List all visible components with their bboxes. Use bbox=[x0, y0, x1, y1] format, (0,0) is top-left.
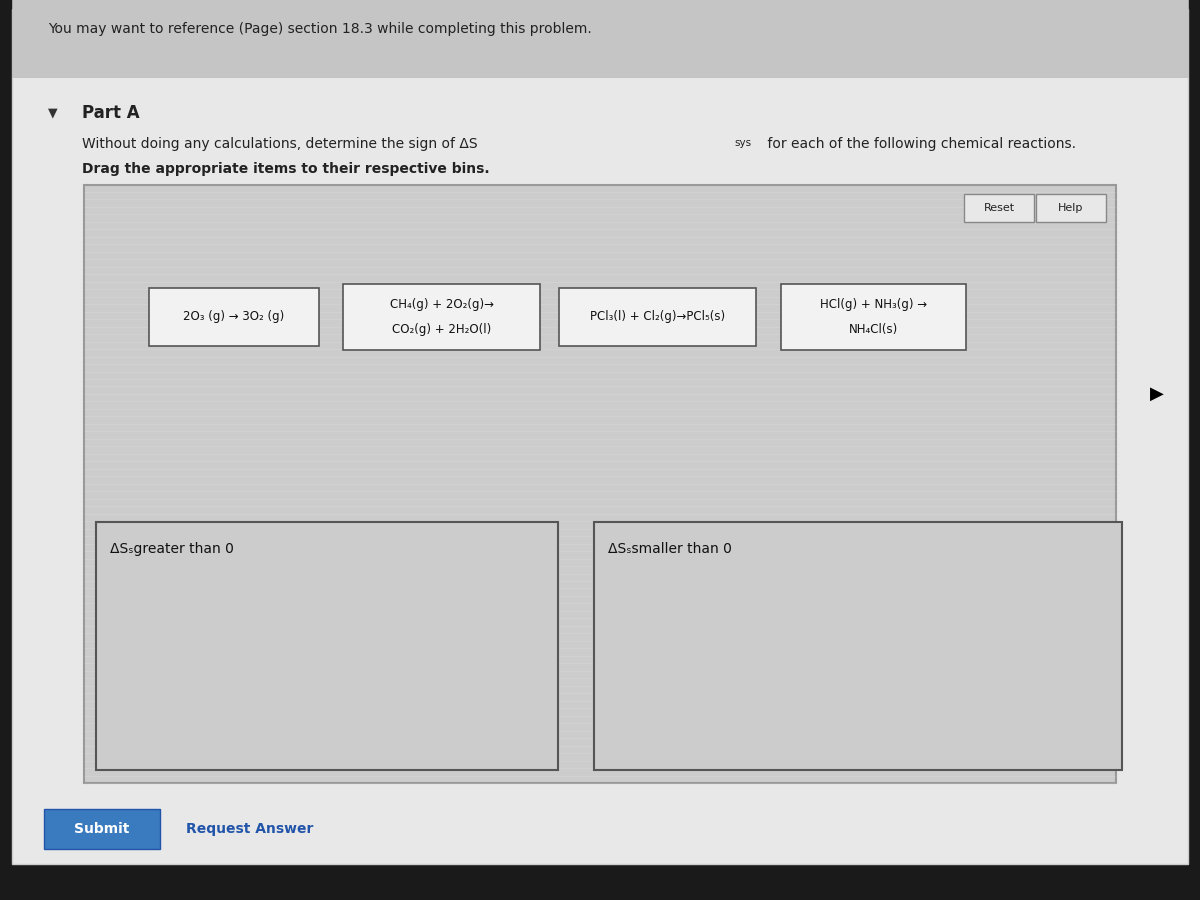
Text: sys: sys bbox=[734, 138, 751, 148]
Text: Help: Help bbox=[1058, 202, 1084, 213]
FancyBboxPatch shape bbox=[964, 194, 1034, 222]
Text: 2O₃ (g) → 3O₂ (g): 2O₃ (g) → 3O₂ (g) bbox=[184, 310, 284, 323]
Text: NH₄Cl(s): NH₄Cl(s) bbox=[848, 323, 899, 336]
Text: ▶: ▶ bbox=[1150, 385, 1164, 403]
Text: CO₂(g) + 2H₂O(l): CO₂(g) + 2H₂O(l) bbox=[392, 323, 491, 336]
FancyBboxPatch shape bbox=[594, 522, 1122, 770]
Text: Submit: Submit bbox=[74, 822, 130, 836]
Text: PCl₃(l) + Cl₂(g)→PCl₅(s): PCl₃(l) + Cl₂(g)→PCl₅(s) bbox=[590, 310, 725, 323]
FancyBboxPatch shape bbox=[343, 284, 540, 350]
Text: Request Answer: Request Answer bbox=[186, 822, 313, 836]
FancyBboxPatch shape bbox=[84, 184, 1116, 783]
Text: HCl(g) + NH₃(g) →: HCl(g) + NH₃(g) → bbox=[820, 298, 928, 310]
Text: ΔSₛsmaller than 0: ΔSₛsmaller than 0 bbox=[608, 542, 732, 556]
Text: CH₄(g) + 2O₂(g)→: CH₄(g) + 2O₂(g)→ bbox=[390, 298, 493, 310]
Text: for each of the following chemical reactions.: for each of the following chemical react… bbox=[763, 137, 1076, 151]
FancyBboxPatch shape bbox=[559, 288, 756, 346]
Text: Drag the appropriate items to their respective bins.: Drag the appropriate items to their resp… bbox=[82, 162, 490, 176]
Text: You may want to reference (Page) section 18.3 while completing this problem.: You may want to reference (Page) section… bbox=[48, 22, 592, 36]
Text: Without doing any calculations, determine the sign of ΔS: Without doing any calculations, determin… bbox=[82, 137, 478, 151]
Text: Reset: Reset bbox=[984, 202, 1014, 213]
FancyBboxPatch shape bbox=[150, 288, 319, 346]
FancyBboxPatch shape bbox=[96, 522, 558, 770]
FancyBboxPatch shape bbox=[12, 9, 1188, 864]
FancyBboxPatch shape bbox=[12, 0, 1188, 76]
FancyBboxPatch shape bbox=[1036, 194, 1106, 222]
Text: ▼: ▼ bbox=[48, 106, 58, 119]
Text: Part A: Part A bbox=[82, 104, 139, 122]
FancyBboxPatch shape bbox=[781, 284, 966, 350]
FancyBboxPatch shape bbox=[44, 809, 160, 849]
Text: ΔSₛgreater than 0: ΔSₛgreater than 0 bbox=[110, 542, 234, 556]
